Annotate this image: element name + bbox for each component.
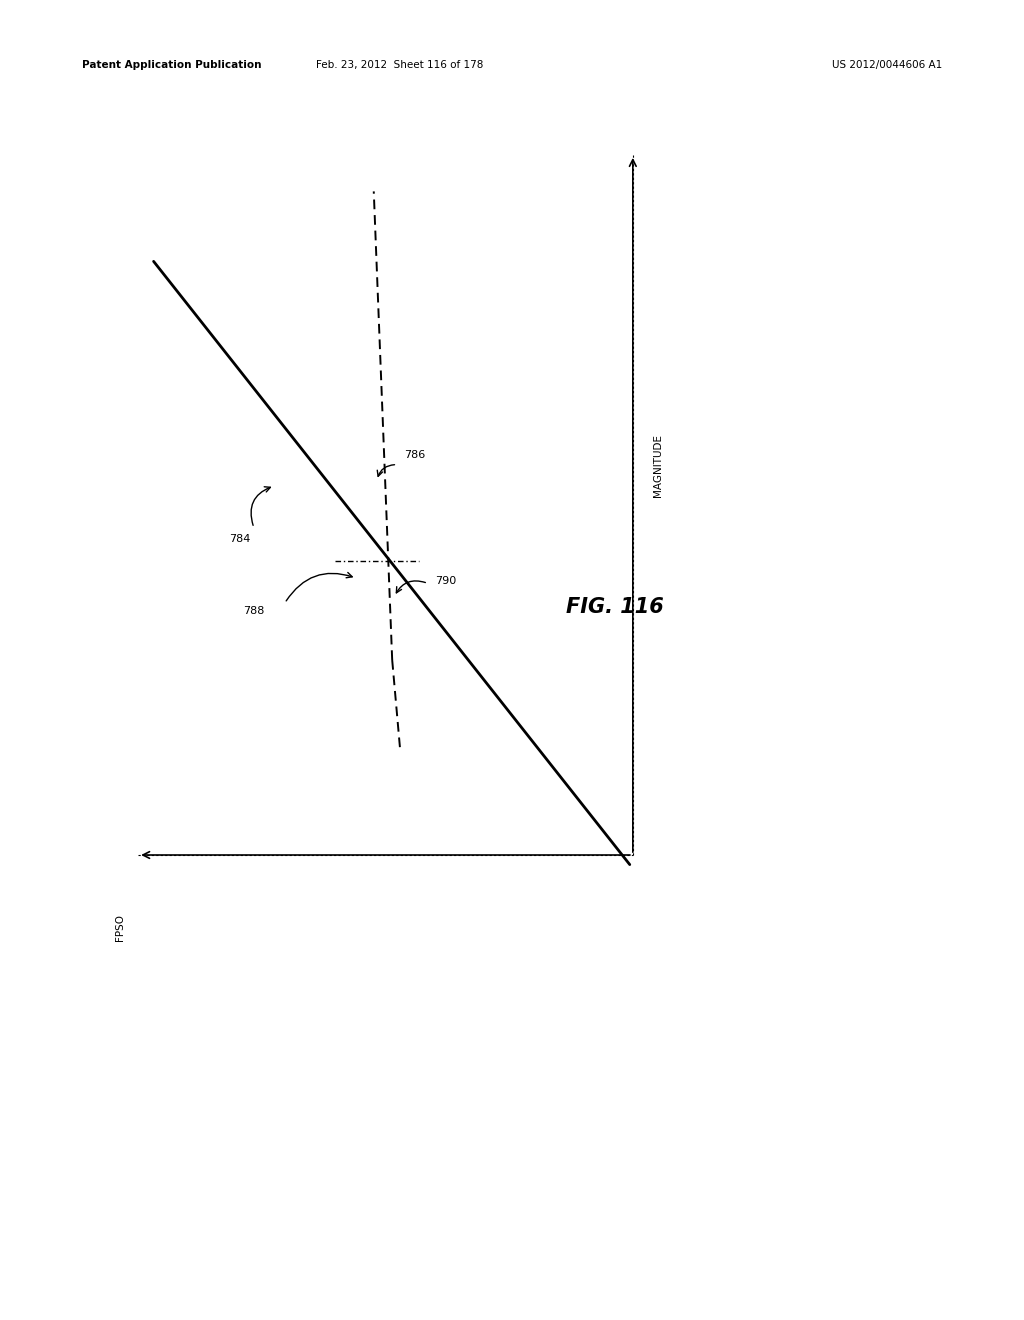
Text: Feb. 23, 2012  Sheet 116 of 178: Feb. 23, 2012 Sheet 116 of 178 xyxy=(315,59,483,70)
Text: 790: 790 xyxy=(435,576,457,586)
Text: 784: 784 xyxy=(229,533,250,544)
Text: Patent Application Publication: Patent Application Publication xyxy=(82,59,261,70)
Text: FIG. 116: FIG. 116 xyxy=(565,597,664,618)
Text: 786: 786 xyxy=(404,450,426,461)
Text: US 2012/0044606 A1: US 2012/0044606 A1 xyxy=(831,59,942,70)
Text: FPSO: FPSO xyxy=(115,913,125,941)
Text: MAGNITUDE: MAGNITUDE xyxy=(653,434,664,496)
Text: 788: 788 xyxy=(244,606,264,616)
